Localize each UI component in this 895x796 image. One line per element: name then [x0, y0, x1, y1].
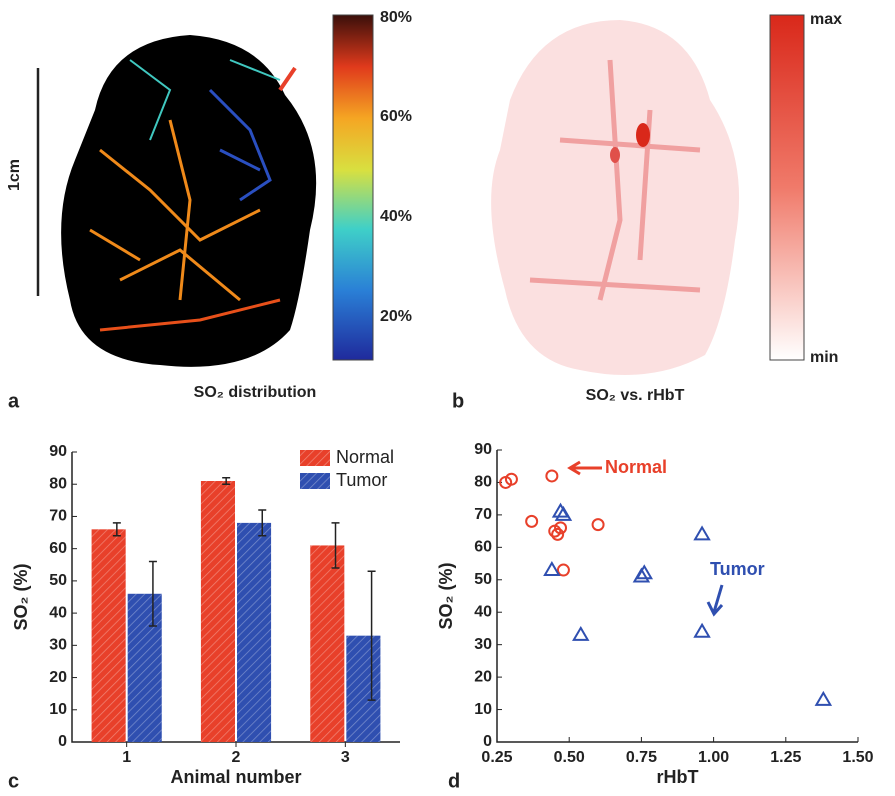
error-bar: [331, 522, 340, 569]
x-tick-label: 0.50: [554, 749, 585, 766]
colorbar-label: 80%: [380, 9, 412, 26]
point: [525, 514, 539, 528]
colorbar-label: min: [810, 349, 838, 366]
bar-hatch: [127, 593, 162, 742]
x-tick-label: 3: [341, 749, 350, 766]
caption: SO₂ vs. rHbT: [586, 387, 685, 404]
y-tick-label: 40: [474, 603, 492, 620]
colorbar-label: 40%: [380, 208, 412, 225]
bar-hatch: [91, 529, 126, 742]
legend-hatch: [300, 450, 330, 466]
bar-hatch: [346, 635, 381, 742]
error-bar: [112, 522, 121, 537]
point: [556, 563, 570, 577]
error-bar: [367, 570, 376, 701]
annotation: Normal: [605, 457, 667, 477]
y-tick-label: 70: [474, 506, 492, 523]
y-tick-label: 90: [474, 441, 492, 458]
panel-letter: b: [452, 390, 464, 412]
y-tick-label: 60: [49, 540, 67, 557]
panel-letter: d: [448, 770, 460, 792]
y-tick-label: 50: [49, 572, 67, 589]
y-tick-label: 80: [474, 474, 492, 491]
y-tick-label: 20: [474, 668, 492, 685]
point: [551, 527, 565, 541]
y-tick-label: 80: [49, 475, 67, 492]
point: [635, 564, 654, 580]
y-tick-label: 50: [474, 571, 492, 588]
error-bar: [258, 509, 267, 537]
annotation-arrow: [706, 584, 724, 617]
y-tick-label: 10: [49, 701, 67, 718]
y-tick-label: 40: [49, 604, 67, 621]
x-tick-label: 0.25: [481, 749, 512, 766]
bar-hatch: [310, 545, 345, 742]
panel-letter: c: [8, 770, 19, 792]
point: [591, 518, 605, 532]
x-tick-label: 2: [232, 749, 241, 766]
colorbar-label: 60%: [380, 108, 412, 125]
x-tick-label: 0.75: [626, 749, 657, 766]
legend-label: Tumor: [336, 470, 387, 490]
colorbar-label: 20%: [380, 308, 412, 325]
point: [572, 625, 590, 641]
annotation: Tumor: [710, 559, 765, 579]
error-bar: [148, 560, 157, 627]
y-axis-label: SO₂ (%): [11, 563, 31, 630]
caption: SO₂ distribution: [194, 384, 317, 401]
x-tick-label: 1: [122, 749, 131, 766]
axis-line: [496, 450, 858, 743]
point: [554, 521, 568, 535]
point: [504, 472, 518, 486]
so2-map: [36, 14, 374, 367]
legend-hatch: [300, 473, 330, 489]
x-tick-label: 1.50: [842, 749, 873, 766]
scale-bar-label: 1cm: [6, 159, 23, 191]
point: [554, 505, 573, 521]
x-tick-label: 1.25: [770, 749, 801, 766]
y-tick-label: 90: [49, 443, 67, 460]
point: [545, 469, 559, 483]
bar-hatch: [237, 522, 272, 742]
legend-label: Normal: [336, 447, 394, 467]
y-tick-label: 70: [49, 508, 67, 525]
y-tick-label: 10: [474, 701, 492, 718]
y-tick-label: 30: [49, 637, 67, 654]
point: [543, 561, 561, 577]
panel-letter: a: [8, 390, 20, 412]
x-axis-label: Animal number: [170, 767, 301, 787]
y-tick-label: 60: [474, 539, 492, 556]
y-tick-label: 0: [58, 733, 67, 750]
colorbar-label: max: [810, 11, 842, 28]
annotation-arrow: [567, 460, 602, 476]
y-tick-label: 20: [49, 669, 67, 686]
y-tick-label: 30: [474, 636, 492, 653]
error-bar: [222, 477, 231, 485]
point: [814, 690, 833, 706]
point: [693, 525, 711, 541]
y-axis-label: SO₂ (%): [436, 562, 456, 629]
x-axis-label: rHbT: [657, 767, 699, 787]
y-tick-label: 0: [483, 733, 492, 750]
x-tick-label: 1.00: [698, 749, 729, 766]
point: [693, 622, 711, 638]
rhbt-map: [491, 14, 805, 375]
bar-hatch: [200, 481, 235, 742]
